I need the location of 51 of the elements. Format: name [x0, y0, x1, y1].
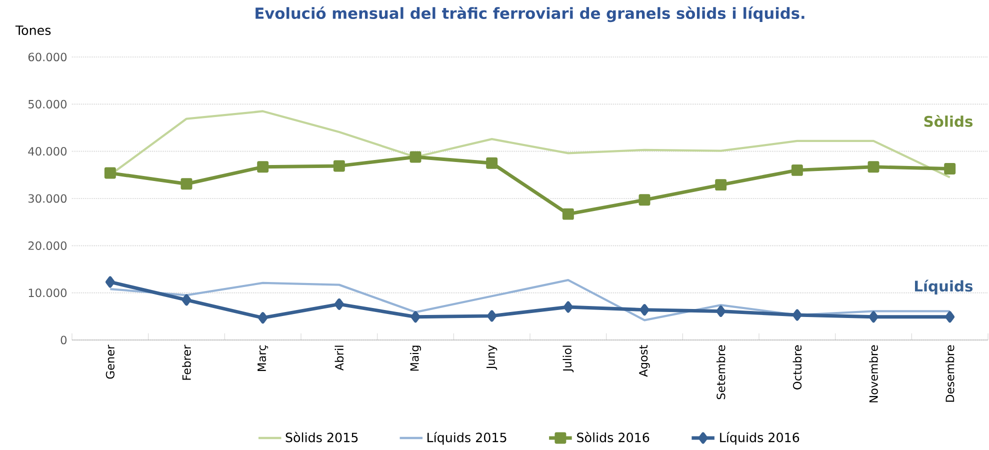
annotation: Sòlids: [924, 114, 973, 127]
point: [868, 311, 878, 323]
point: [562, 208, 574, 220]
annotation: Líquids: [914, 280, 973, 294]
y-tick-label: 20.000: [28, 241, 67, 250]
point: [563, 301, 573, 313]
y-tick-label: 40.000: [28, 147, 67, 156]
point: [487, 310, 497, 322]
point: [180, 178, 192, 190]
y-tick-label: 60.000: [28, 52, 67, 62]
x-tick-label: Febrer: [182, 344, 191, 380]
point: [945, 311, 955, 323]
point: [334, 298, 344, 310]
legend-label: Líquids 2016: [720, 432, 800, 445]
y-tick-label: 10.000: [28, 288, 67, 298]
point: [105, 276, 115, 288]
y-tick-label: 50.000: [28, 100, 67, 108]
x-tick-label: Març: [258, 345, 268, 371]
point: [257, 161, 269, 173]
point: [716, 305, 726, 317]
point: [944, 163, 956, 175]
y-axis-title: Tones: [15, 26, 51, 36]
legend-label: Sòlids 2016: [577, 432, 650, 442]
point: [715, 179, 727, 191]
point: [791, 164, 803, 176]
x-tick-label: Juliol: [562, 346, 574, 372]
x-tick-label: Abril: [334, 346, 344, 371]
x-tick-label: Setembre: [716, 345, 726, 400]
point: [792, 309, 802, 321]
x-tick-label: Gener: [106, 344, 114, 379]
point: [410, 151, 422, 163]
x-tick-label: Maig: [410, 346, 421, 371]
y-tick-label: 30.000: [28, 194, 67, 203]
legend-label: Sòlids 2015: [286, 432, 358, 442]
legend-label: Líquids 2015: [428, 432, 506, 445]
x-tick-label: Agost: [639, 344, 650, 377]
point: [640, 304, 650, 316]
point: [410, 311, 420, 323]
x-tick-label: Octubre: [792, 345, 802, 390]
point: [333, 160, 345, 172]
point: [486, 157, 498, 169]
point: [258, 312, 268, 324]
point: [638, 194, 650, 206]
x-tick-label: Desembre: [945, 345, 954, 402]
point: [182, 294, 192, 306]
y-tick-label: 0: [60, 336, 67, 344]
point: [104, 167, 116, 179]
point: [868, 161, 880, 173]
x-tick-label: Juny: [486, 345, 498, 370]
chart-title: Evolució mensual del tràfic ferroviari de granels sòlids i líquids.: [256, 6, 804, 22]
x-tick-label: Novembre: [869, 345, 878, 402]
